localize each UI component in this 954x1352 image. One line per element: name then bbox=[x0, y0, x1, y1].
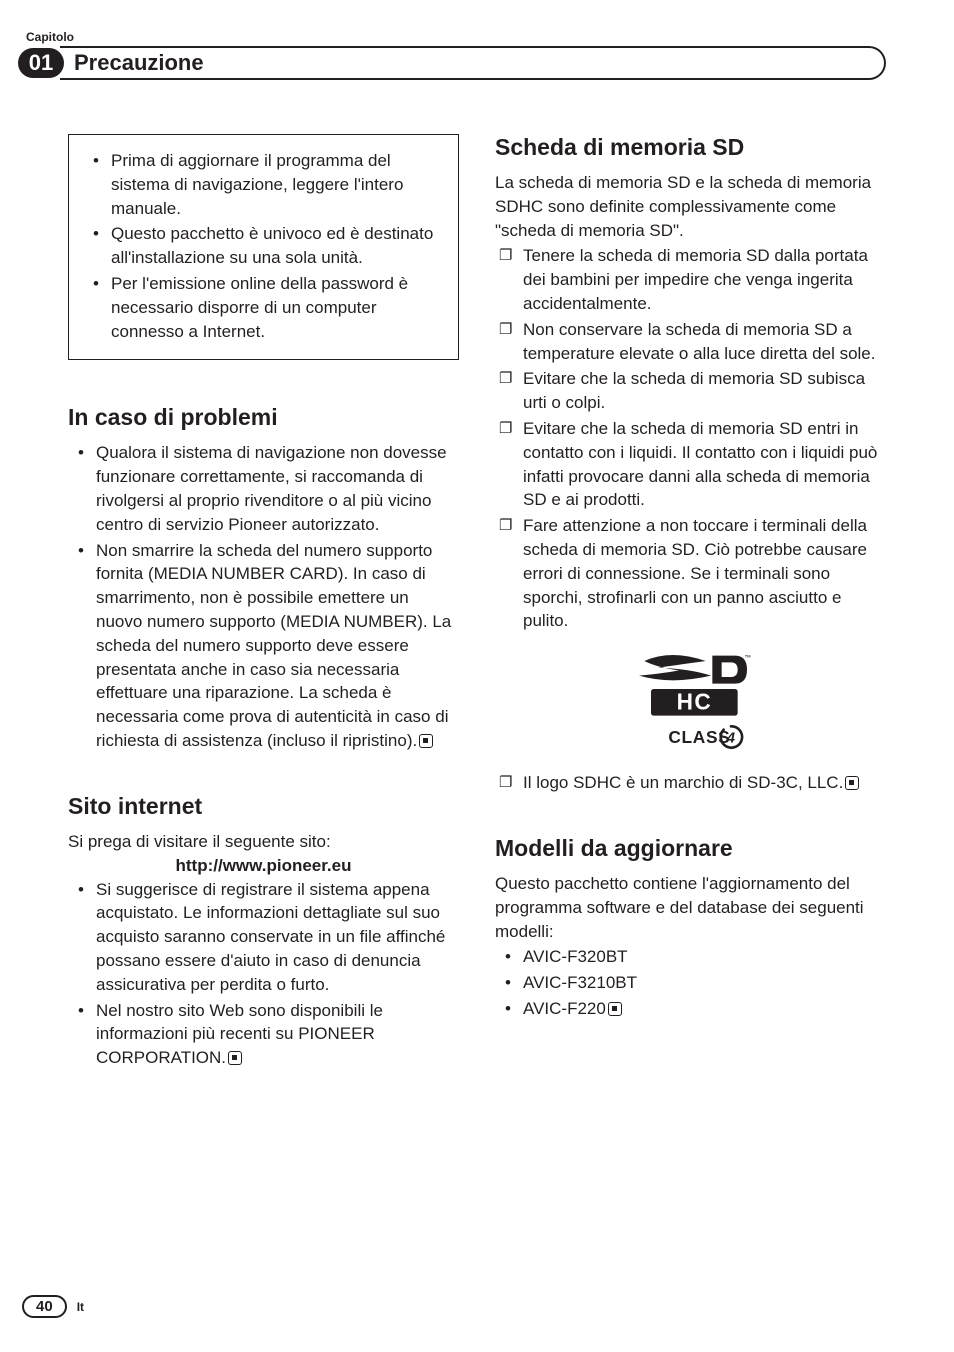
models-list: AVIC-F320BT AVIC-F3210BT AVIC-F220 bbox=[495, 945, 886, 1020]
info-box-list: Prima di aggiornare il programma del sis… bbox=[83, 149, 442, 343]
list-item: AVIC-F320BT bbox=[495, 945, 886, 969]
list-item: Prima di aggiornare il programma del sis… bbox=[83, 149, 442, 220]
chapter-label: Capitolo bbox=[26, 30, 886, 44]
list-item: Evitare che la scheda di memoria SD subi… bbox=[495, 367, 886, 415]
page-number: 40 bbox=[22, 1295, 67, 1318]
section-heading-sd: Scheda di memoria SD bbox=[495, 134, 886, 161]
header-title: Precauzione bbox=[74, 50, 204, 76]
end-mark-icon bbox=[845, 776, 859, 790]
chapter-number-badge: 01 bbox=[18, 48, 64, 78]
list-item: Non conservare la scheda di memoria SD a… bbox=[495, 318, 886, 366]
end-mark-icon bbox=[608, 1002, 622, 1016]
problems-list: Qualora il sistema di navigazione non do… bbox=[68, 441, 459, 752]
list-item: Il logo SDHC è un marchio di SD-3C, LLC. bbox=[495, 771, 886, 795]
models-intro: Questo pacchetto contiene l'aggiornament… bbox=[495, 872, 886, 943]
list-item: Nel nostro sito Web sono disponibili le … bbox=[68, 999, 459, 1070]
list-item: Qualora il sistema di navigazione non do… bbox=[68, 441, 459, 536]
end-mark-icon bbox=[228, 1051, 242, 1065]
list-item: Fare attenzione a non toccare i terminal… bbox=[495, 514, 886, 633]
site-list: Si suggerisce di registrare il sistema a… bbox=[68, 878, 459, 1070]
sdhc-logo-icon: ™ HC CLASS 4 bbox=[631, 653, 751, 753]
end-mark-icon bbox=[419, 734, 433, 748]
site-intro: Si prega di visitare il seguente sito: bbox=[68, 830, 459, 854]
list-item: AVIC-F3210BT bbox=[495, 971, 886, 995]
right-column: Scheda di memoria SD La scheda di memori… bbox=[495, 134, 886, 1072]
section-heading-models: Modelli da aggiornare bbox=[495, 835, 886, 862]
sd-intro: La scheda di memoria SD e la scheda di m… bbox=[495, 171, 886, 242]
list-item: Per l'emissione online della password è … bbox=[83, 272, 442, 343]
content-columns: Prima di aggiornare il programma del sis… bbox=[68, 134, 886, 1072]
svg-text:HC: HC bbox=[676, 689, 711, 715]
section-heading-site: Sito internet bbox=[68, 793, 459, 820]
svg-text:™: ™ bbox=[744, 655, 751, 662]
list-item: AVIC-F220 bbox=[495, 997, 886, 1021]
list-item: Non smarrire la scheda del numero suppor… bbox=[68, 539, 459, 753]
list-item: Evitare che la scheda di memoria SD entr… bbox=[495, 417, 886, 512]
left-column: Prima di aggiornare il programma del sis… bbox=[68, 134, 459, 1072]
sdhc-logo-block: ™ HC CLASS 4 bbox=[495, 653, 886, 753]
sd-list: Tenere la scheda di memoria SD dalla por… bbox=[495, 244, 886, 633]
info-box: Prima di aggiornare il programma del sis… bbox=[68, 134, 459, 360]
page-footer: 40 It bbox=[22, 1295, 84, 1318]
list-item: Tenere la scheda di memoria SD dalla por… bbox=[495, 244, 886, 315]
list-item: Si suggerisce di registrare il sistema a… bbox=[68, 878, 459, 997]
header-title-wrap: Precauzione bbox=[60, 46, 886, 80]
header-row: 01 Precauzione bbox=[18, 46, 886, 80]
section-heading-problems: In caso di problemi bbox=[68, 404, 459, 431]
site-url: http://www.pioneer.eu bbox=[68, 856, 459, 876]
sd-trademark-list: Il logo SDHC è un marchio di SD-3C, LLC. bbox=[495, 771, 886, 795]
list-item: Questo pacchetto è univoco ed è destinat… bbox=[83, 222, 442, 270]
svg-text:4: 4 bbox=[725, 730, 734, 746]
language-code: It bbox=[77, 1300, 84, 1314]
